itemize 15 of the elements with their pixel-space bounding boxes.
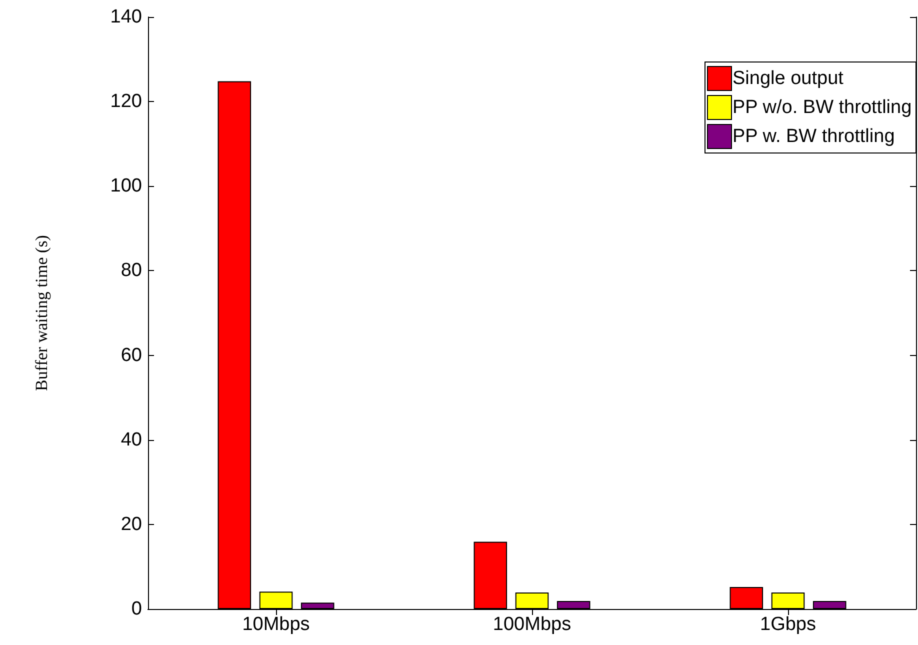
- y-tick-label: 140: [110, 6, 142, 28]
- legend-label: PP w. BW throttling: [732, 126, 895, 147]
- x-tick-label: 10Mbps: [242, 614, 310, 635]
- x-tick-label: 100Mbps: [492, 614, 572, 635]
- legend-label: PP w/o. BW throttling: [732, 97, 912, 118]
- y-tick-label: 0: [131, 598, 142, 620]
- legend-label: Single output: [732, 68, 844, 89]
- y-tick-label: 80: [120, 260, 142, 282]
- y-axis-title: Buffer waiting time (s): [32, 235, 51, 391]
- y-tick-label: 60: [120, 344, 142, 366]
- x-tick-label: 1Gbps: [760, 614, 816, 635]
- y-tick-label: 20: [120, 514, 142, 535]
- y-tick-label: 100: [110, 176, 142, 197]
- y-tick-label: 120: [110, 91, 142, 112]
- y-tick-label: 40: [120, 429, 142, 450]
